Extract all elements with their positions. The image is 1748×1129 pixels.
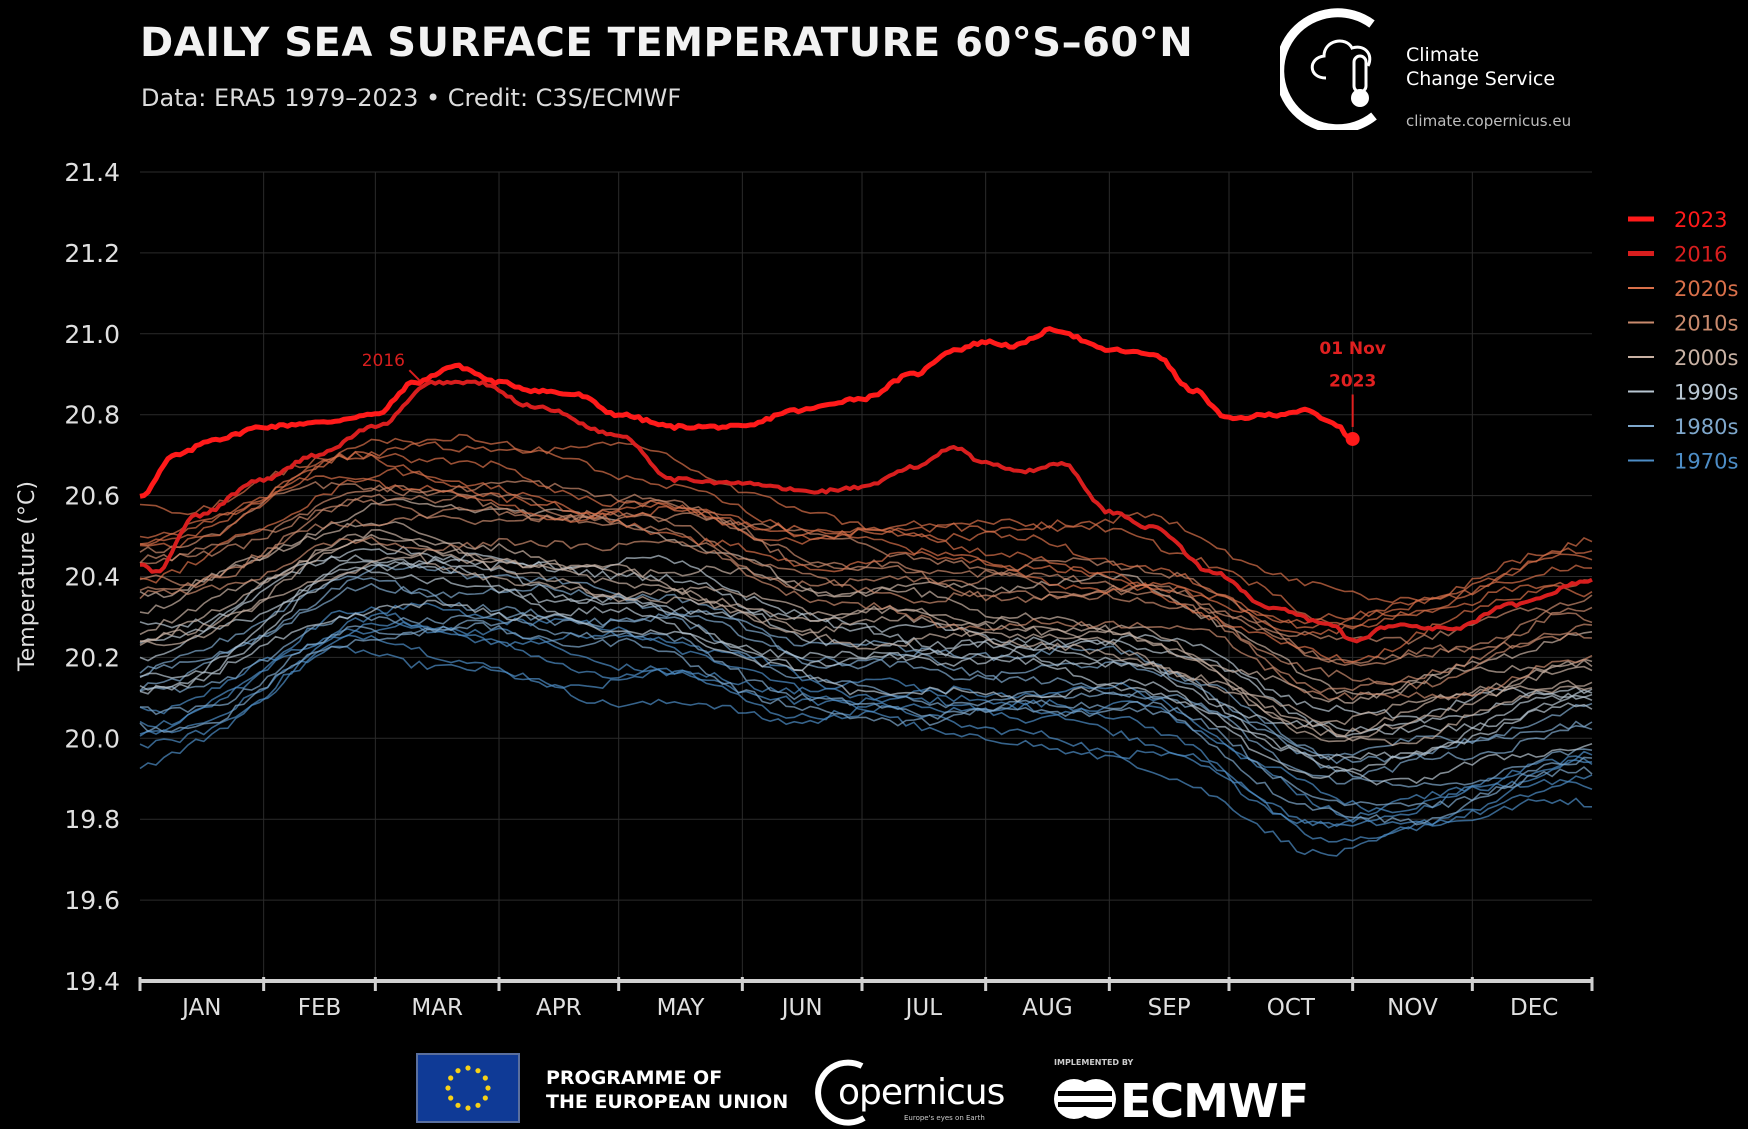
brand-name-line1: Climate — [1406, 44, 1480, 66]
x-tick-label: MAR — [411, 995, 463, 1021]
series-line-1980s — [139, 575, 1593, 757]
copernicus-wordmark: opernicus — [838, 1072, 1005, 1113]
legend-label-1980s: 1980s — [1674, 415, 1738, 439]
eu-star-icon — [455, 1102, 461, 1108]
eu-star-icon — [482, 1095, 488, 1101]
eu-programme-line2: THE EUROPEAN UNION — [546, 1091, 789, 1113]
x-tick-label: MAY — [657, 995, 706, 1021]
series-line-2000s — [139, 533, 1593, 743]
series-line-1970s — [139, 621, 1593, 843]
series-line-1970s — [139, 621, 1593, 814]
x-tick-label: AUG — [1022, 995, 1072, 1021]
copernicus-logo-mark — [815, 1059, 866, 1126]
legend-label-2020s: 2020s — [1674, 277, 1738, 301]
x-tick-label: FEB — [298, 995, 342, 1021]
series-line-2020s — [139, 467, 1593, 664]
implemented-by-label: IMPLEMENTED BY — [1054, 1058, 1134, 1067]
x-tick-label: SEP — [1148, 995, 1191, 1021]
eu-star-icon — [465, 1105, 471, 1111]
series-line-1980s — [139, 611, 1593, 788]
series-line-2020s — [139, 450, 1593, 636]
annotation-label: 01 Nov — [1319, 339, 1386, 359]
y-tick-label: 20.2 — [64, 643, 120, 672]
series-line-1990s — [139, 552, 1593, 724]
eu-star-icon — [445, 1085, 451, 1091]
series-line-1980s — [139, 621, 1593, 826]
y-tick-label: 20.6 — [64, 482, 120, 511]
eu-star-icon — [455, 1068, 461, 1074]
eu-star-icon — [448, 1075, 454, 1081]
y-tick-label: 21.4 — [64, 158, 120, 187]
legend-label-2000s: 2000s — [1674, 346, 1738, 370]
legend-label-2016: 2016 — [1674, 243, 1727, 267]
y-tick-label: 19.4 — [64, 967, 120, 996]
brand-name-line2: Change Service — [1406, 68, 1556, 90]
series-line-1980s — [139, 582, 1593, 765]
series-line-2000s — [139, 548, 1593, 747]
eu-star-icon — [475, 1102, 481, 1108]
x-tick-label: JUN — [780, 995, 823, 1021]
series-line-2000s — [139, 498, 1593, 699]
legend-label-1970s: 1970s — [1674, 450, 1738, 474]
series-line-1990s — [139, 599, 1593, 786]
series-line-2020s — [139, 475, 1593, 625]
y-tick-label: 19.6 — [64, 886, 120, 915]
legend-label-2023: 2023 — [1674, 208, 1727, 232]
x-tick-label: JAN — [180, 995, 221, 1021]
ecmwf-wordmark: ECMWF — [1120, 1074, 1309, 1128]
series-line-1970s — [139, 606, 1593, 827]
y-tick-label: 19.8 — [64, 805, 120, 834]
page-title: DAILY SEA SURFACE TEMPERATURE 60°S–60°N — [140, 20, 1194, 66]
eu-star-icon — [465, 1065, 471, 1071]
x-tick-label: JUL — [904, 995, 943, 1021]
series-line-1980s — [139, 618, 1593, 809]
x-tick-label: APR — [536, 995, 582, 1021]
eu-star-icon — [482, 1075, 488, 1081]
series-line-1990s — [139, 560, 1593, 738]
annotation-arrow-2016 — [408, 369, 421, 381]
c3s-logo — [1280, 8, 1377, 130]
eu-star-icon — [485, 1085, 491, 1091]
copernicus-tagline: Europe's eyes on Earth — [904, 1114, 985, 1122]
annotation-label: 2016 — [362, 351, 405, 371]
series-2023-endpoint — [1345, 431, 1360, 446]
page-subtitle: Data: ERA5 1979–2023 • Credit: C3S/ECMWF — [141, 84, 682, 112]
series-line-2010s — [139, 536, 1593, 701]
x-tick-label: NOV — [1387, 995, 1438, 1021]
series-line-2000s — [139, 539, 1593, 726]
series-line-2010s — [139, 505, 1593, 690]
series-line-2010s — [139, 492, 1593, 694]
series-line-2020s — [139, 433, 1593, 605]
y-tick-label: 20.0 — [64, 724, 120, 753]
series-line-2010s — [139, 497, 1593, 664]
y-tick-label: 21.0 — [64, 320, 120, 349]
series-line-1990s — [139, 567, 1593, 780]
y-tick-label: 20.4 — [64, 563, 120, 592]
brand-url[interactable]: climate.copernicus.eu — [1406, 112, 1572, 130]
eu-programme-line1: PROGRAMME OF — [546, 1067, 723, 1089]
eu-star-icon — [448, 1095, 454, 1101]
eu-flag — [416, 1053, 520, 1123]
series-line-2023 — [139, 326, 1354, 499]
eu-stars-icon — [445, 1065, 491, 1111]
ecmwf-logo-mark — [1054, 1079, 1116, 1119]
y-tick-label: 20.8 — [64, 401, 120, 430]
series-line-1970s — [139, 645, 1593, 829]
series-line-1970s — [139, 634, 1593, 857]
y-tick-label: 21.2 — [64, 239, 120, 268]
legend-label-1990s: 1990s — [1674, 381, 1738, 405]
x-tick-label: DEC — [1510, 995, 1558, 1021]
series-line-2020s — [139, 453, 1593, 629]
x-tick-label: OCT — [1267, 995, 1316, 1021]
series-line-2016 — [140, 379, 1593, 644]
annotation-label: 2023 — [1329, 371, 1376, 391]
legend-label-2010s: 2010s — [1674, 312, 1738, 336]
eu-star-icon — [475, 1068, 481, 1074]
y-axis-label: Temperature (°C) — [15, 481, 40, 672]
